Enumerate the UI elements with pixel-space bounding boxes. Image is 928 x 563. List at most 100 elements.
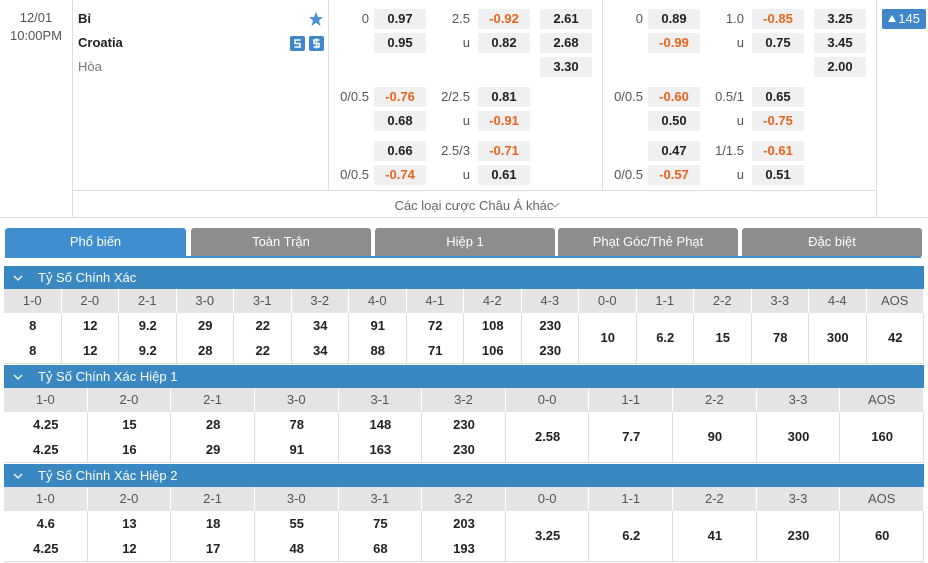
- score-odds: 12: [83, 318, 98, 333]
- home-team: Bỉ: [78, 11, 91, 26]
- handicap-line: 0/0.5: [340, 167, 369, 182]
- away-odds: -0.74: [374, 165, 426, 185]
- expand-chevron[interactable]: [550, 200, 560, 210]
- away-odds: -0.99: [648, 33, 700, 53]
- tab-underline: [5, 256, 921, 258]
- odds-cell: [291, 313, 349, 364]
- score-odds: 4.25: [33, 442, 59, 457]
- score-odds: 22: [255, 343, 270, 358]
- over-odds: -0.92: [478, 9, 530, 29]
- score-odds: 12: [122, 541, 137, 556]
- score-odds: 4.25: [33, 417, 59, 432]
- over-odds: -0.71: [478, 141, 530, 161]
- divider: [72, 0, 73, 217]
- score-odds: 9.2: [138, 343, 157, 358]
- under-odds: -0.91: [478, 111, 530, 131]
- score-odds: 2.58: [534, 429, 561, 444]
- away-odds: 0.95: [374, 33, 426, 53]
- section-header[interactable]: Tỷ Số Chính Xác Hiệp 1: [4, 365, 924, 388]
- 1x2-odds: 3.30: [540, 57, 592, 77]
- odds-cell: [119, 313, 177, 364]
- score-header: 1-1: [589, 487, 674, 511]
- score-odds: 108: [481, 318, 504, 333]
- score-header: 0-0: [505, 388, 590, 412]
- tab[interactable]: Phổ biến: [5, 228, 186, 256]
- score-header: 3-0: [254, 388, 339, 412]
- 1x2-odds: 2.68: [540, 33, 592, 53]
- score-header: 1-1: [589, 388, 674, 412]
- home-odds: -0.60: [648, 87, 700, 107]
- score-odds: 203: [453, 516, 475, 531]
- score-odds: 106: [481, 343, 504, 358]
- handicap-line: 0/0.5: [340, 89, 369, 104]
- section-header[interactable]: Tỷ Số Chính Xác Hiệp 2: [4, 464, 924, 487]
- score-odds: 29: [198, 318, 213, 333]
- odds-cell: [694, 313, 752, 364]
- score-odds: 22: [255, 318, 270, 333]
- odds-cell: [866, 313, 924, 364]
- under-odds: -0.75: [752, 111, 804, 131]
- over-odds: 0.65: [752, 87, 804, 107]
- stats-icons[interactable]: [290, 36, 326, 51]
- score-header: 1-0: [4, 487, 88, 511]
- odds-cell: [4, 412, 88, 463]
- odds-cell: [422, 511, 506, 562]
- home-odds: 0.47: [648, 141, 700, 161]
- collapse-chevron[interactable]: [13, 471, 23, 481]
- score-odds: 10: [600, 330, 615, 345]
- total-line: 2.5: [451, 11, 470, 26]
- score-odds: 18: [205, 516, 221, 531]
- under-label: u: [736, 167, 744, 182]
- score-header: 1-0: [4, 388, 88, 412]
- score-odds: 90: [707, 429, 723, 444]
- odds-cell: [171, 511, 255, 562]
- score-odds: 42: [888, 330, 903, 345]
- odds-cell: [589, 412, 674, 463]
- score-odds: 4.6: [36, 516, 55, 531]
- score-odds: 193: [453, 541, 475, 556]
- tab[interactable]: Hiệp 1: [375, 228, 555, 256]
- odds-cell: [61, 313, 119, 364]
- tab[interactable]: Phạt Góc/Thẻ Phạt: [558, 228, 738, 256]
- collapse-chevron[interactable]: [13, 372, 23, 382]
- score-header: 3-0: [254, 487, 339, 511]
- odds-cell: [4, 313, 62, 364]
- odds-cell: [505, 511, 590, 562]
- odds-cell: [254, 412, 339, 463]
- section-title: Tỷ Số Chính Xác: [38, 270, 137, 285]
- score-header: 4-2: [464, 289, 522, 313]
- odds-cell: [751, 313, 809, 364]
- score-header: 3-3: [751, 289, 809, 313]
- score-odds: 12: [83, 343, 98, 358]
- tab[interactable]: Đặc biệt: [742, 228, 922, 256]
- score-odds: 6.2: [622, 528, 641, 543]
- over-odds: 0.81: [478, 87, 530, 107]
- score-header: 3-3: [756, 388, 841, 412]
- odds-cell: [349, 313, 407, 364]
- more-odds-badge[interactable]: 145: [882, 9, 926, 29]
- favorite-star[interactable]: [308, 11, 324, 27]
- tab[interactable]: Toàn Trận: [191, 228, 371, 256]
- under-odds: 0.51: [752, 165, 804, 185]
- home-odds: -0.76: [374, 87, 426, 107]
- odds-cell: [756, 412, 841, 463]
- score-header: 2-1: [171, 388, 255, 412]
- up-arrow: [888, 15, 896, 22]
- odds-cell: [521, 313, 579, 364]
- score-odds: 72: [428, 318, 443, 333]
- section-header[interactable]: Tỷ Số Chính Xác: [4, 266, 924, 289]
- away-odds: -0.57: [648, 165, 700, 185]
- divider: [328, 0, 329, 190]
- score-header: AOS: [840, 487, 924, 511]
- score-header: 3-1: [338, 388, 423, 412]
- odds-cell: [4, 511, 88, 562]
- score-odds: 7.7: [622, 429, 641, 444]
- more-markets-link[interactable]: Các loại cược Châu Á khác: [394, 198, 554, 213]
- away-team: Croatia: [78, 35, 123, 50]
- under-label: u: [462, 167, 470, 182]
- collapse-chevron[interactable]: [13, 273, 23, 283]
- score-header: AOS: [840, 388, 924, 412]
- score-header: 2-2: [673, 487, 757, 511]
- score-header: 2-0: [87, 388, 172, 412]
